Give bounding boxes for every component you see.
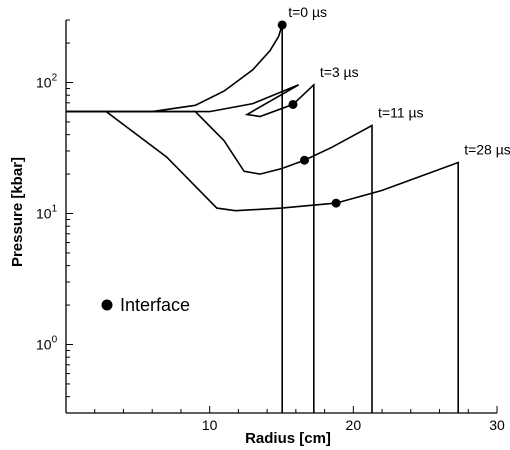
x-tick-label: 30 — [489, 417, 505, 433]
series-line-0 — [66, 24, 284, 413]
series-label-0: t=0 µs — [288, 4, 327, 20]
series-group — [66, 20, 460, 413]
interface-marker-0 — [277, 20, 287, 30]
y-tick-label: 101 — [36, 204, 58, 222]
axes: 10 20 30 102 101 100 — [36, 19, 505, 433]
series-line-1 — [66, 82, 315, 413]
y-tick-label: 100 — [36, 335, 58, 353]
labels-group: t=0 µs t=3 µs t=11 µs t=28 µs — [288, 4, 510, 158]
series-line-2 — [66, 110, 373, 413]
interface-marker-1 — [288, 99, 298, 109]
legend-label: Interface — [120, 295, 190, 315]
series-line-3 — [66, 110, 460, 413]
x-tick-label: 20 — [346, 417, 362, 433]
x-axis-title: Radius [cm] — [245, 430, 331, 447]
interface-marker-2 — [299, 155, 309, 165]
y-axis-title: Pressure [kbar] — [9, 157, 26, 267]
series-label-2: t=11 µs — [378, 104, 424, 120]
interface-marker-3 — [331, 198, 341, 208]
y-tick-label: 102 — [36, 73, 58, 91]
legend-marker-icon — [101, 299, 113, 311]
series-label-3: t=28 µs — [464, 142, 510, 158]
x-tick-label: 10 — [202, 417, 218, 433]
series-label-1: t=3 µs — [320, 64, 359, 80]
legend: Interface — [101, 295, 190, 315]
